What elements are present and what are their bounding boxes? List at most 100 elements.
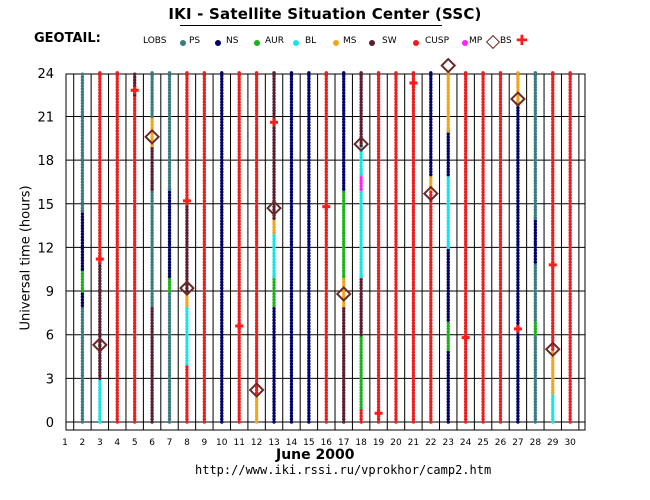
data-point-sw (498, 379, 503, 383)
data-point-ms (359, 312, 363, 317)
data-point-sw (132, 190, 137, 194)
data-point-sw (498, 164, 503, 168)
data-point-sw (429, 216, 433, 220)
data-point-lobs (533, 274, 538, 279)
data-point-sw (429, 248, 433, 253)
data-point-ps (220, 155, 224, 159)
data-point-sw (98, 204, 102, 209)
data-point-ns (80, 277, 85, 282)
data-point-sw (411, 394, 416, 398)
data-point-sw (185, 405, 189, 410)
data-point-aur (98, 399, 102, 404)
data-point-aur (359, 152, 363, 156)
data-point-ps (307, 350, 311, 354)
data-point-ns (167, 280, 172, 285)
data-point-sw (481, 391, 485, 395)
data-point-ms (150, 414, 154, 418)
data-point-sw (254, 388, 259, 392)
data-point-ps (220, 167, 224, 171)
data-point-ms (150, 172, 154, 177)
data-point-sw (324, 132, 328, 136)
data-point-sw (185, 411, 189, 415)
data-point-sw (324, 373, 328, 378)
data-point-sw (498, 135, 503, 139)
data-point-ps (307, 135, 311, 139)
data-point-lobs (150, 71, 154, 75)
data-point-ms (359, 88, 363, 92)
data-point-sw (568, 394, 572, 398)
data-point-sw (185, 385, 189, 389)
bow-shock-marker (98, 255, 102, 264)
data-point-ns (342, 199, 346, 203)
data-point-sw (202, 367, 207, 372)
data-point-sw (481, 312, 485, 317)
data-point-lobs (533, 149, 538, 154)
data-point-bl (551, 365, 555, 369)
data-point-lobs (150, 108, 154, 113)
data-point-sw (551, 172, 555, 177)
data-point-aur (185, 330, 189, 334)
data-point-ps (80, 220, 85, 225)
data-point-sw (394, 365, 398, 369)
data-point-sw (463, 138, 468, 142)
x-tick-label: 24 (460, 438, 472, 448)
data-point-aur (551, 405, 555, 410)
data-point-ms (150, 184, 154, 188)
data-point-sw (411, 231, 416, 235)
data-point-ps (307, 123, 311, 127)
data-point-sw (394, 248, 398, 253)
data-point-sw (237, 373, 241, 378)
data-point-sw (568, 254, 572, 258)
data-point-lobs (167, 181, 172, 186)
data-point-lobs (80, 90, 85, 94)
data-point-sw (115, 193, 119, 197)
data-point-ns (342, 202, 346, 206)
data-point-ps (516, 126, 520, 130)
data-point-lobs (80, 122, 85, 126)
data-point-aur (272, 251, 276, 255)
data-point-aur (359, 266, 363, 270)
data-point-sw (324, 76, 328, 81)
data-point-sw (481, 213, 485, 218)
data-point-sw (429, 277, 433, 282)
data-point-sw (324, 120, 328, 124)
data-point-lobs (80, 376, 85, 381)
data-point-ps (307, 184, 311, 188)
data-point-sw (568, 397, 572, 401)
data-point-aur (446, 207, 450, 212)
data-point-sw (237, 312, 241, 317)
data-point-sw (254, 266, 259, 270)
data-point-sw (115, 129, 119, 133)
data-point-ms (98, 340, 102, 344)
data-point-sw (237, 187, 241, 191)
data-point-sw (394, 199, 398, 203)
data-point-ps (516, 394, 520, 398)
data-point-ns (359, 356, 363, 360)
data-point-lobs (167, 175, 172, 180)
data-point-sw (202, 292, 207, 296)
data-point-ps (220, 394, 224, 398)
data-point-lobs (533, 152, 538, 156)
data-point-sw (132, 362, 137, 366)
data-point-sw (463, 161, 468, 165)
data-point-lobs (167, 379, 172, 383)
data-point-ps (220, 231, 224, 235)
data-point-sw (237, 213, 241, 218)
data-point-ps (446, 359, 450, 363)
data-point-ms (359, 277, 363, 282)
data-point-sw (237, 397, 241, 401)
data-point-lobs (167, 88, 172, 92)
data-point-ms (272, 196, 276, 200)
data-point-sw (411, 190, 416, 194)
data-point-sw (551, 100, 555, 104)
data-point-ms (342, 309, 346, 314)
data-point-ps (289, 289, 294, 293)
data-point-sw (481, 268, 485, 273)
data-point-sw (568, 120, 572, 124)
data-point-ns (167, 286, 172, 290)
data-point-sw (237, 414, 241, 418)
data-point-sw (429, 321, 433, 325)
data-point-sw (115, 140, 119, 145)
data-point-aur (359, 268, 363, 273)
data-point-sw (411, 219, 416, 223)
